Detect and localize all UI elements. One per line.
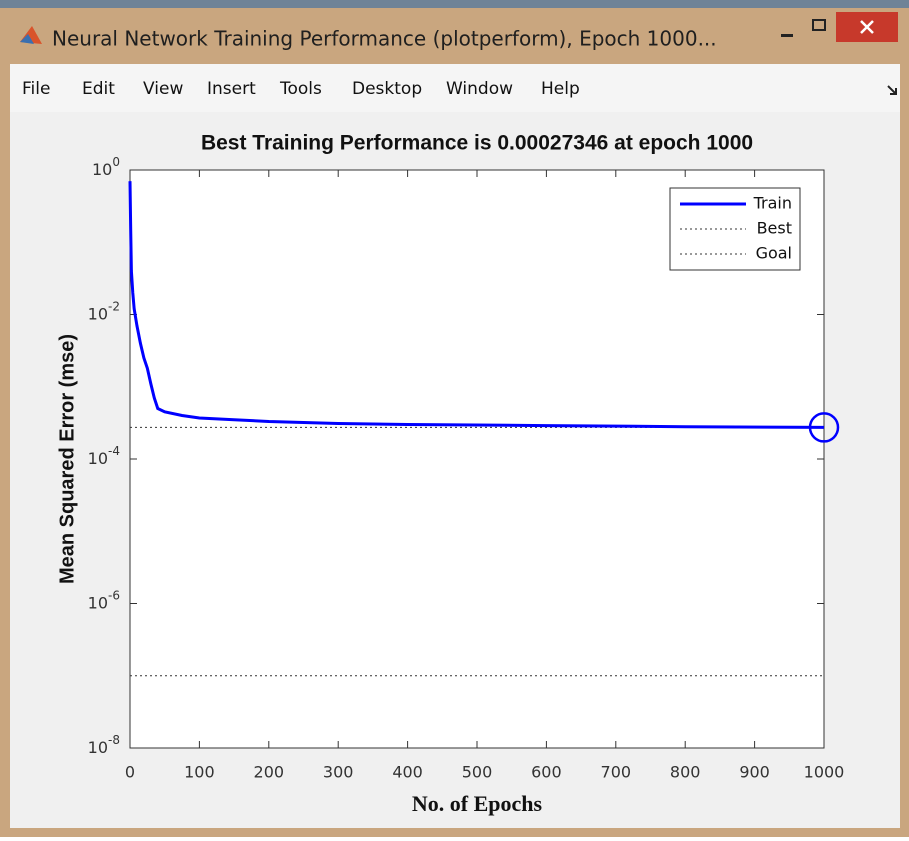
x-tick-label: 900 bbox=[739, 763, 770, 782]
minimize-button[interactable] bbox=[770, 12, 804, 40]
y-axis-label: Mean Squared Error (mse) bbox=[56, 334, 78, 584]
menu-item[interactable]: Desktop bbox=[352, 79, 422, 99]
maximize-button[interactable] bbox=[804, 12, 834, 40]
dock-arrow[interactable] bbox=[887, 85, 897, 95]
x-tick-label: 800 bbox=[670, 763, 701, 782]
train-line bbox=[128, 181, 825, 429]
menu-bar bbox=[10, 64, 900, 112]
x-tick-label: 200 bbox=[254, 763, 285, 782]
menu-item[interactable]: Window bbox=[446, 79, 513, 99]
x-tick-label: 100 bbox=[184, 763, 215, 782]
y-tick-label: 100 bbox=[92, 155, 120, 179]
x-tick-label: 600 bbox=[531, 763, 562, 782]
x-axis-label: No. of Epochs bbox=[412, 791, 543, 816]
x-tick-label: 500 bbox=[462, 763, 493, 782]
menu-item[interactable]: View bbox=[143, 79, 183, 99]
x-tick-label: 300 bbox=[323, 763, 354, 782]
menu-item[interactable]: Edit bbox=[82, 79, 115, 99]
window-title: Neural Network Training Performance (plo… bbox=[52, 27, 717, 51]
x-tick-label: 400 bbox=[392, 763, 423, 782]
legend-label: Train bbox=[753, 194, 792, 213]
menu-item[interactable]: Help bbox=[541, 79, 580, 99]
legend-label: Goal bbox=[756, 244, 792, 263]
y-tick-label: 10-4 bbox=[88, 444, 120, 468]
chart-title: Best Training Performance is 0.00027346 … bbox=[201, 132, 753, 155]
x-tick-label: 0 bbox=[125, 763, 135, 782]
y-tick-label: 10-2 bbox=[88, 299, 120, 323]
menu-item[interactable]: Tools bbox=[279, 79, 322, 99]
y-tick-label: 10-8 bbox=[88, 733, 120, 757]
menu-item[interactable]: File bbox=[22, 79, 50, 99]
y-tick-label: 10-6 bbox=[88, 588, 120, 612]
x-tick-label: 700 bbox=[601, 763, 632, 782]
menu-item[interactable]: Insert bbox=[207, 79, 256, 99]
close-button[interactable] bbox=[836, 12, 898, 42]
desktop-strip bbox=[0, 0, 909, 8]
legend-label: Best bbox=[757, 219, 792, 238]
app-icon bbox=[20, 26, 42, 44]
best-marker bbox=[808, 412, 840, 443]
x-tick-label: 1000 bbox=[804, 763, 845, 782]
